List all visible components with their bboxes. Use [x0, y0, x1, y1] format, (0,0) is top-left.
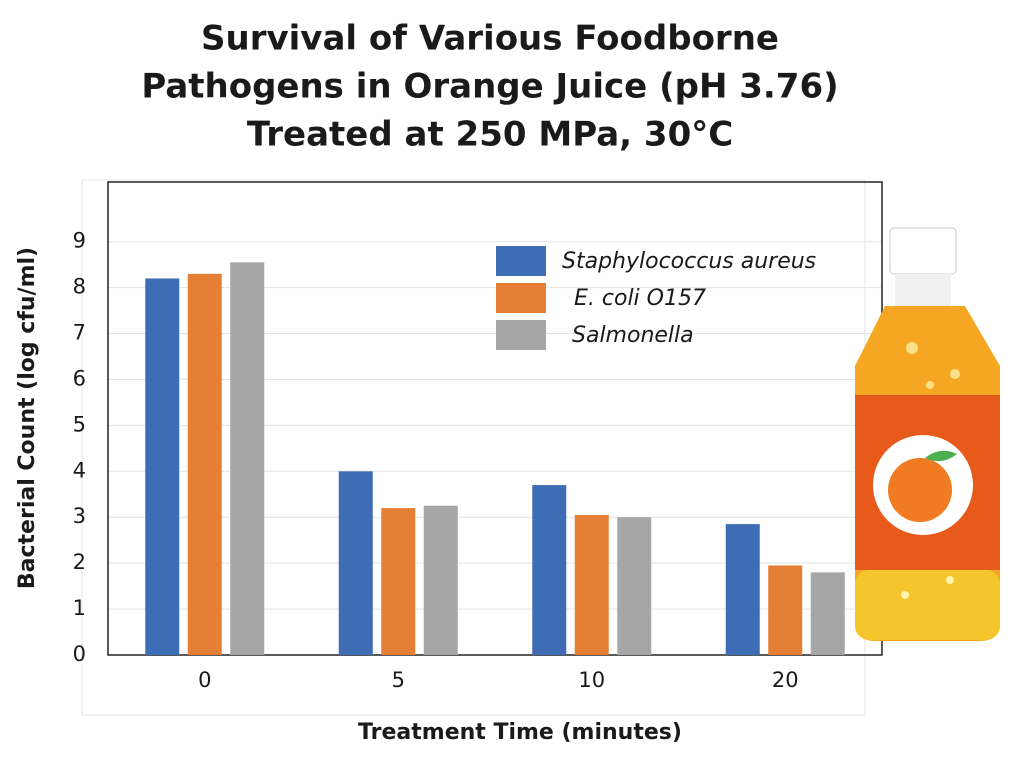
y-tick-label: 4 — [73, 458, 86, 482]
x-tick-label: 10 — [578, 668, 605, 692]
bubble — [901, 591, 909, 599]
y-tick-label: 6 — [73, 366, 86, 390]
y-tick-label: 7 — [73, 321, 86, 345]
bar — [187, 273, 222, 655]
bubble — [926, 381, 934, 389]
legend-label: Staphylococcus aureus — [562, 249, 816, 274]
bar — [423, 505, 458, 655]
bar — [768, 565, 803, 655]
juice-bottle-illustration — [855, 227, 1000, 641]
legend-swatch — [496, 246, 546, 276]
bar — [574, 514, 609, 655]
legend-label: Salmonella — [572, 323, 694, 348]
chart-title: Pathogens in Orange Juice (pH 3.76) — [141, 67, 838, 107]
y-tick-label: 1 — [73, 596, 86, 620]
y-tick-label: 5 — [73, 412, 86, 436]
bottle-neck — [895, 274, 951, 306]
bar — [381, 508, 416, 655]
bar — [617, 517, 652, 655]
bubble — [946, 576, 954, 584]
bar — [725, 524, 760, 655]
y-tick-label: 3 — [73, 504, 86, 528]
orange-fruit — [888, 458, 952, 522]
chart-title: Treated at 250 MPa, 30°C — [247, 115, 733, 155]
bottle-bottom — [855, 570, 1000, 640]
y-tick-label: 9 — [73, 229, 86, 253]
legend-label: E. coli O157 — [574, 286, 706, 311]
y-tick-label: 2 — [73, 550, 86, 574]
legend-swatch — [496, 320, 546, 350]
orange-leaf — [925, 450, 957, 462]
y-tick-label: 0 — [73, 642, 86, 666]
bar — [532, 485, 567, 655]
y-tick-label: 8 — [73, 275, 86, 299]
chart-title: Survival of Various Foodborne — [201, 19, 779, 59]
bubble — [906, 342, 918, 354]
bar — [145, 278, 180, 655]
bar — [230, 262, 265, 655]
bar — [810, 572, 845, 655]
x-tick-label: 5 — [392, 668, 405, 692]
x-tick-label: 20 — [772, 668, 799, 692]
x-axis-label: Treatment Time (minutes) — [358, 720, 682, 745]
x-tick-label: 0 — [198, 668, 211, 692]
bottle-cap — [889, 227, 957, 275]
bar — [338, 471, 373, 655]
y-axis-label: Bacterial Count (log cfu/ml) — [15, 247, 40, 589]
bubble — [950, 369, 960, 379]
legend-swatch — [496, 283, 546, 313]
